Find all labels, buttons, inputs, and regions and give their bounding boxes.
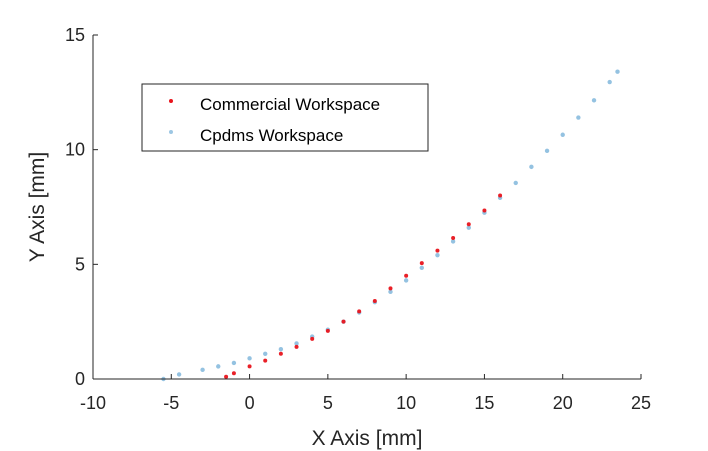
data-point — [310, 336, 315, 341]
data-point — [529, 164, 534, 170]
y-tick-label: 0 — [75, 369, 85, 389]
data-point — [341, 319, 346, 324]
data-point — [224, 374, 229, 379]
data-point — [513, 180, 518, 186]
data-point — [372, 299, 377, 304]
data-point — [591, 98, 597, 103]
data-point — [216, 364, 221, 369]
data-point — [435, 248, 440, 253]
x-tick-label: 25 — [631, 393, 651, 413]
x-tick-label: -10 — [80, 393, 106, 413]
data-point — [560, 132, 565, 137]
data-point — [435, 252, 440, 258]
legend-marker-cpdms — [169, 130, 173, 134]
data-point — [419, 265, 424, 270]
x-tick-label: 5 — [323, 393, 333, 413]
y-tick-label: 5 — [75, 254, 85, 274]
legend-label-cpdms: Cpdms Workspace — [200, 126, 343, 145]
x-tick-label: -5 — [163, 393, 179, 413]
y-tick-label: 15 — [65, 25, 85, 45]
x-tick-label: 0 — [245, 393, 255, 413]
data-point — [176, 372, 182, 377]
data-point — [451, 235, 456, 240]
data-point — [450, 239, 456, 244]
points-layer — [161, 69, 620, 382]
data-point — [482, 208, 487, 213]
y-ticks: 0 5 10 15 — [65, 25, 98, 389]
data-point — [357, 309, 362, 314]
data-point — [231, 360, 237, 366]
y-tick-label: 10 — [65, 140, 85, 160]
x-tick-label: 10 — [396, 393, 416, 413]
data-point — [388, 286, 393, 291]
data-point — [419, 261, 424, 266]
data-point — [263, 358, 268, 363]
series-commercial — [224, 193, 503, 379]
data-point — [263, 351, 268, 356]
data-point — [325, 328, 330, 333]
data-point — [294, 344, 299, 349]
data-point — [466, 222, 471, 227]
data-point — [388, 289, 393, 295]
data-point — [278, 346, 284, 352]
x-tick-label: 20 — [553, 393, 573, 413]
data-point — [231, 371, 236, 376]
x-ticks: -10 -5 0 5 10 15 20 25 — [80, 374, 651, 413]
legend-marker-commercial — [169, 99, 173, 103]
data-point — [466, 225, 471, 230]
data-point — [200, 367, 205, 373]
data-point — [607, 79, 612, 85]
y-axis-label: Y Axis [mm] — [26, 152, 49, 262]
legend-box — [141, 83, 429, 152]
data-point — [544, 148, 550, 154]
data-point — [404, 273, 409, 278]
data-point — [247, 364, 252, 369]
data-point — [294, 341, 299, 346]
legend-label-commercial: Commercial Workspace — [200, 95, 380, 114]
data-point — [615, 69, 620, 74]
data-point — [576, 115, 581, 120]
legend: Commercial Workspace Cpdms Workspace — [141, 83, 429, 152]
data-point — [247, 356, 252, 361]
x-tick-label: 15 — [474, 393, 494, 413]
x-axis-label: X Axis [mm] — [312, 427, 423, 450]
data-point — [403, 278, 409, 283]
data-point — [498, 193, 503, 198]
data-point — [278, 351, 283, 356]
